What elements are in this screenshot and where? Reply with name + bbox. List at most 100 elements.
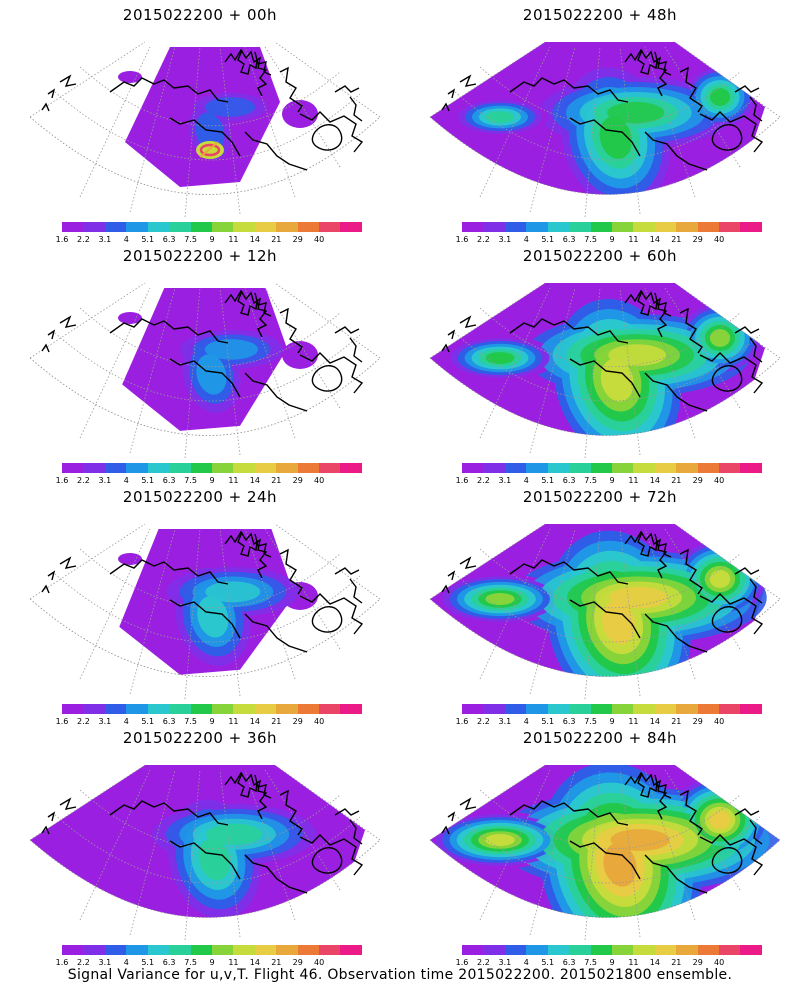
colorbar-segment: [504, 704, 527, 714]
colorbar-segment: [276, 945, 298, 955]
colorbar-tick-label: 7.5: [584, 717, 597, 726]
colorbar-segment: [169, 463, 191, 473]
colorbar-segment: [590, 704, 612, 714]
colorbar-tick-label: 1.6: [55, 235, 69, 244]
colorbar: [62, 704, 362, 716]
colorbar-tick-label: 4: [523, 476, 529, 485]
panel-title: 2015022200 + 60h: [522, 247, 678, 265]
colorbar-segment: [297, 463, 320, 473]
colorbar-segment: [611, 463, 634, 473]
colorbar-segment: [211, 463, 234, 473]
colorbar-tick-label: 21: [271, 235, 282, 244]
colorbar-tick-label: 40: [314, 235, 325, 244]
colorbar-tick-label: 21: [271, 476, 282, 485]
colorbar-segment: [169, 945, 191, 955]
colorbar-segment: [190, 704, 212, 714]
colorbar: [462, 222, 762, 234]
colorbar-segment: [526, 704, 548, 714]
colorbar-tick-label: 11: [628, 235, 639, 244]
map-panel: 2015022200 + 48h 1.6 2.2 3.1 4 5.1 6.3 7.5 9 11 14…: [400, 0, 800, 244]
colorbar-tick-label: 29: [692, 476, 703, 485]
colorbar-tick-label: 3.1: [498, 958, 512, 967]
colorbar-segment: [719, 704, 741, 714]
colorbar-segment: [504, 463, 527, 473]
colorbar-tick-label: 6.3: [162, 958, 176, 967]
colorbar-segment: [719, 222, 741, 232]
colorbar-tick-label: 3.1: [98, 958, 112, 967]
colorbar-tick-label: 2.2: [77, 717, 90, 726]
colorbar-labels: 1.6 2.2 3.1 4 5.1 6.3 7.5 9 11 14 21 29 40: [52, 235, 372, 245]
colorbar-segment: [190, 945, 212, 955]
colorbar-tick-label: 21: [671, 235, 682, 244]
colorbar-tick-label: 29: [292, 235, 303, 244]
colorbar-segment: [297, 222, 320, 232]
colorbar-segment: [462, 463, 484, 473]
colorbar-tick-label: 3.1: [98, 476, 112, 485]
colorbar-segment: [83, 463, 105, 473]
colorbar-segment: [740, 704, 762, 714]
colorbar-segment: [611, 945, 634, 955]
colorbar-segment: [62, 704, 84, 714]
colorbar-tick-label: 11: [628, 717, 639, 726]
colorbar-tick-label: 1.6: [55, 476, 69, 485]
map-panel: 2015022200 + 60h 1.6 2.2 3.1 4 5.1 6.3 7.5 9 11 14…: [400, 241, 800, 485]
colorbar-segment: [611, 222, 634, 232]
map-panel: 2015022200 + 12h 1.6 2.2 3.1 4 5.1 6.3 7.5 9 11 14…: [0, 241, 400, 485]
colorbar-segment: [254, 222, 277, 232]
coastlines: [41, 530, 364, 653]
colorbar-tick-label: 14: [649, 717, 660, 726]
colorbar-tick-label: 5.1: [541, 717, 555, 726]
colorbar-tick-label: 40: [714, 958, 725, 967]
colorbar-segment: [104, 463, 127, 473]
colorbar-tick-label: 2.2: [477, 958, 490, 967]
colorbar-segment: [569, 222, 591, 232]
colorbar-tick-label: 5.1: [541, 958, 555, 967]
colorbar-tick-label: 40: [714, 476, 725, 485]
colorbar-labels: 1.6 2.2 3.1 4 5.1 6.3 7.5 9 11 14 21 29 40: [452, 235, 772, 245]
colorbar-tick-label: 40: [314, 958, 325, 967]
colorbar-labels: 1.6 2.2 3.1 4 5.1 6.3 7.5 9 11 14 21 29 40: [52, 476, 372, 486]
variance-field: [430, 283, 765, 436]
colorbar-tick-label: 2.2: [477, 235, 490, 244]
map-plot: [29, 523, 381, 700]
map-plot: [429, 41, 781, 218]
colorbar-tick-label: 7.5: [184, 235, 197, 244]
colorbar-tick-label: 2.2: [77, 958, 90, 967]
colorbar-segment: [340, 945, 362, 955]
colorbar-tick-label: 11: [228, 235, 239, 244]
colorbar-tick-label: 14: [649, 958, 660, 967]
colorbar-segment: [297, 945, 320, 955]
colorbar-segment: [697, 704, 720, 714]
colorbar-segment: [126, 945, 148, 955]
colorbar-segment: [526, 945, 548, 955]
colorbar-tick-label: 29: [692, 235, 703, 244]
panel-title: 2015022200 + 12h: [122, 247, 278, 265]
colorbar-tick-label: 14: [249, 235, 260, 244]
colorbar-tick-label: 2.2: [77, 235, 90, 244]
colorbar-segment: [340, 463, 362, 473]
colorbar-segment: [126, 704, 148, 714]
colorbar-segment: [590, 463, 612, 473]
colorbar-tick-label: 6.3: [562, 235, 576, 244]
colorbar-segment: [590, 945, 612, 955]
colorbar-segment: [740, 222, 762, 232]
map-panel: 2015022200 + 84h 1.6 2.2 3.1 4 5.1 6.3 7.5 9 11 14…: [400, 723, 800, 967]
colorbar-labels: 1.6 2.2 3.1 4 5.1 6.3 7.5 9 11 14 21 29 40: [452, 717, 772, 727]
colorbar-segment: [147, 945, 170, 955]
colorbar-segment: [569, 945, 591, 955]
colorbar-tick-label: 7.5: [584, 235, 597, 244]
colorbar-segment: [276, 222, 298, 232]
colorbar-tick-label: 14: [249, 717, 260, 726]
colorbar-segment: [462, 222, 484, 232]
colorbar-segment: [340, 222, 362, 232]
variance-field: [430, 524, 767, 677]
colorbar-segment: [211, 704, 234, 714]
colorbar-tick-label: 9: [209, 717, 215, 726]
colorbar-tick-label: 9: [209, 476, 215, 485]
colorbar-segment: [654, 222, 677, 232]
colorbar-segment: [697, 463, 720, 473]
colorbar-tick-label: 14: [649, 235, 660, 244]
colorbar-tick-label: 4: [523, 958, 529, 967]
colorbar-tick-label: 6.3: [162, 235, 176, 244]
colorbar-tick-label: 4: [123, 717, 129, 726]
